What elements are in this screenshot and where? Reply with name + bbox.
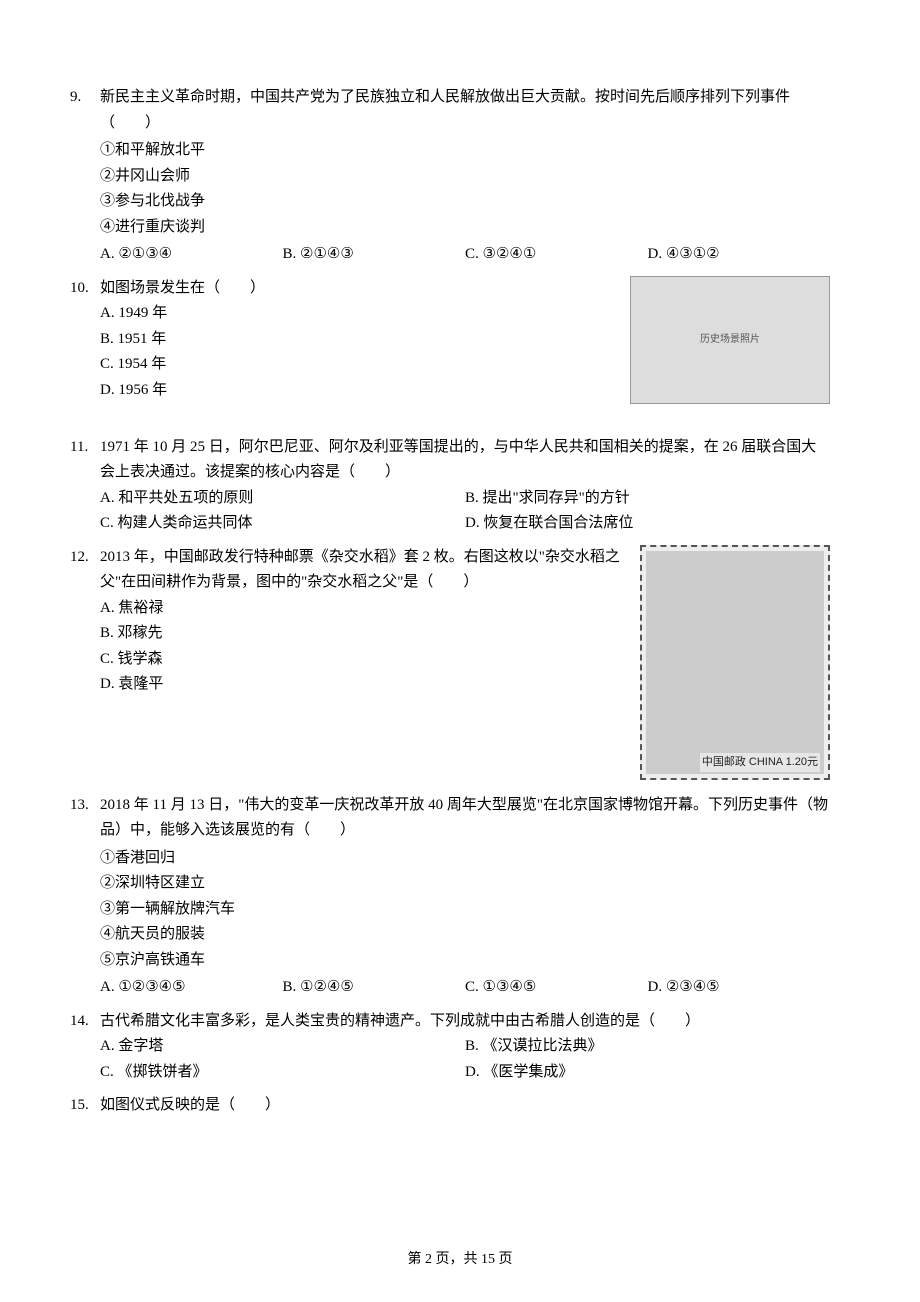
question-number: 14. [70, 1009, 89, 1035]
option-d: D. ②③④⑤ [648, 975, 831, 1001]
sub-item: ③第一辆解放牌汽车 [100, 897, 830, 923]
option-b: B. 提出"求同存异"的方针 [465, 486, 830, 512]
question-number: 13. [70, 793, 89, 819]
question-stem: 如图仪式反映的是（ ） [100, 1093, 830, 1119]
question-12: 12. 中国邮政 CHINA 1.20元 2013 年，中国邮政发行特种邮票《杂… [70, 545, 830, 785]
options: A. 金字塔 B. 《汉谟拉比法典》 C. 《掷铁饼者》 D. 《医学集成》 [100, 1034, 830, 1085]
option-d: D. 《医学集成》 [465, 1060, 830, 1086]
question-10: 10. 历史场景照片 如图场景发生在（ ） A. 1949 年 B. 1951 … [70, 276, 830, 409]
question-number: 15. [70, 1093, 89, 1119]
option-b: B. ②①④③ [283, 242, 466, 268]
question-number: 9. [70, 85, 81, 111]
question-15: 15. 如图仪式反映的是（ ） [70, 1093, 830, 1119]
question-number: 11. [70, 435, 88, 461]
stamp-inner [646, 551, 824, 774]
question-number: 10. [70, 276, 89, 302]
option-b: B. 《汉谟拉比法典》 [465, 1034, 830, 1060]
option-a: A. ②①③④ [100, 242, 283, 268]
question-stem: 2018 年 11 月 13 日，"伟大的变革一庆祝改革开放 40 周年大型展览… [100, 793, 830, 844]
question-body: 如图仪式反映的是（ ） [100, 1093, 830, 1119]
option-c: C. 构建人类命运共同体 [100, 511, 465, 537]
sub-item: ③参与北伐战争 [100, 189, 830, 215]
options: A. ①②③④⑤ B. ①②④⑤ C. ①③④⑤ D. ②③④⑤ [100, 975, 830, 1001]
option-d: D. 恢复在联合国合法席位 [465, 511, 830, 537]
question-image: 历史场景照片 [630, 276, 830, 404]
options: A. 和平共处五项的原则 B. 提出"求同存异"的方针 C. 构建人类命运共同体… [100, 486, 830, 537]
image-placeholder-label: 历史场景照片 [700, 331, 760, 348]
page-footer: 第 2 页，共 15 页 [0, 1248, 920, 1272]
option-c: C. ①③④⑤ [465, 975, 648, 1001]
stamp-image: 中国邮政 CHINA 1.20元 [640, 545, 830, 780]
options: A. ②①③④ B. ②①④③ C. ③②④① D. ④③①② [100, 242, 830, 268]
sub-item: ①香港回归 [100, 846, 830, 872]
question-stem: 古代希腊文化丰富多彩，是人类宝贵的精神遗产。下列成就中由古希腊人创造的是（ ） [100, 1009, 830, 1035]
question-9: 9. 新民主主义革命时期，中国共产党为了民族独立和人民解放做出巨大贡献。按时间先… [70, 85, 830, 268]
question-body: 2018 年 11 月 13 日，"伟大的变革一庆祝改革开放 40 周年大型展览… [100, 793, 830, 1001]
option-a: A. 和平共处五项的原则 [100, 486, 465, 512]
question-11: 11. 1971 年 10 月 25 日，阿尔巴尼亚、阿尔及利亚等国提出的，与中… [70, 435, 830, 537]
option-d: D. ④③①② [648, 242, 831, 268]
question-stem: 新民主主义革命时期，中国共产党为了民族独立和人民解放做出巨大贡献。按时间先后顺序… [100, 85, 830, 136]
option-a: A. ①②③④⑤ [100, 975, 283, 1001]
option-a: A. 金字塔 [100, 1034, 465, 1060]
question-number: 12. [70, 545, 89, 571]
question-13: 13. 2018 年 11 月 13 日，"伟大的变革一庆祝改革开放 40 周年… [70, 793, 830, 1001]
stamp-label: 中国邮政 CHINA 1.20元 [700, 753, 820, 772]
question-body: 中国邮政 CHINA 1.20元 2013 年，中国邮政发行特种邮票《杂交水稻》… [100, 545, 830, 698]
question-body: 历史场景照片 如图场景发生在（ ） A. 1949 年 B. 1951 年 C.… [100, 276, 830, 404]
option-c: C. ③②④① [465, 242, 648, 268]
option-c: C. 《掷铁饼者》 [100, 1060, 465, 1086]
option-b: B. ①②④⑤ [283, 975, 466, 1001]
question-body: 1971 年 10 月 25 日，阿尔巴尼亚、阿尔及利亚等国提出的，与中华人民共… [100, 435, 830, 537]
sub-items: ①香港回归 ②深圳特区建立 ③第一辆解放牌汽车 ④航天员的服装 ⑤京沪高铁通车 [100, 846, 830, 974]
sub-item: ①和平解放北平 [100, 138, 830, 164]
question-body: 新民主主义革命时期，中国共产党为了民族独立和人民解放做出巨大贡献。按时间先后顺序… [100, 85, 830, 268]
question-14: 14. 古代希腊文化丰富多彩，是人类宝贵的精神遗产。下列成就中由古希腊人创造的是… [70, 1009, 830, 1086]
question-body: 古代希腊文化丰富多彩，是人类宝贵的精神遗产。下列成就中由古希腊人创造的是（ ） … [100, 1009, 830, 1086]
question-stem: 1971 年 10 月 25 日，阿尔巴尼亚、阿尔及利亚等国提出的，与中华人民共… [100, 435, 830, 486]
sub-item: ②井冈山会师 [100, 164, 830, 190]
sub-item: ②深圳特区建立 [100, 871, 830, 897]
sub-item: ⑤京沪高铁通车 [100, 948, 830, 974]
sub-items: ①和平解放北平 ②井冈山会师 ③参与北伐战争 ④进行重庆谈判 [100, 138, 830, 240]
sub-item: ④进行重庆谈判 [100, 215, 830, 241]
sub-item: ④航天员的服装 [100, 922, 830, 948]
